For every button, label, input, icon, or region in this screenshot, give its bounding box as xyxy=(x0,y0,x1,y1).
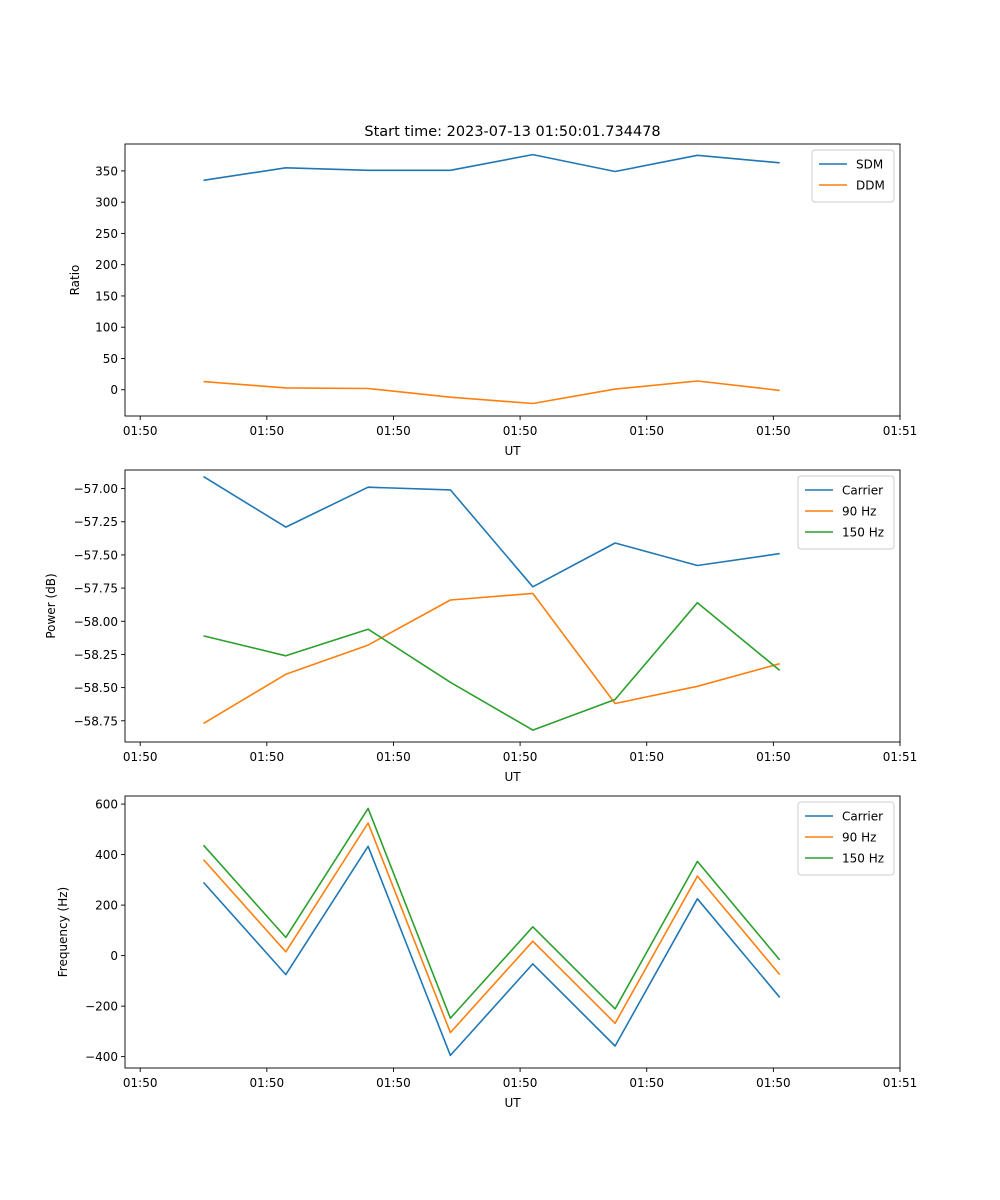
x-tick-label: 01:50 xyxy=(376,750,411,764)
y-tick-label: 50 xyxy=(103,352,118,366)
series-lines xyxy=(203,153,780,405)
ratio-panel: 01:50 01:50 01:50 01:50 01:50 01:50 01:51 0 50 10… xyxy=(68,143,917,458)
y-axis-label: Ratio xyxy=(68,265,82,296)
x-tick-label: 01:51 xyxy=(883,1076,918,1090)
y-tick-label: −57.50 xyxy=(74,548,118,562)
y-axis-ticks: 0 50 100 150 200 250 300 350 xyxy=(95,164,125,397)
x-tick-label: 01:50 xyxy=(756,1076,791,1090)
y-tick-label: −57.00 xyxy=(74,482,118,496)
y-tick-label: 100 xyxy=(95,321,118,335)
y-tick-label: 250 xyxy=(95,227,118,241)
figure-title: Start time: 2023-07-13 01:50:01.734478 xyxy=(364,124,660,140)
legend: SDM DDM xyxy=(811,149,895,203)
x-axis-label: UT xyxy=(504,444,521,458)
x-tick-label: 01:50 xyxy=(123,1076,158,1090)
x-tick-label: 01:50 xyxy=(250,1076,285,1090)
y-tick-label: −57.25 xyxy=(74,515,118,529)
series-line-150-hz xyxy=(203,601,781,731)
x-tick-label: 01:50 xyxy=(503,1076,538,1090)
series-line-90-hz xyxy=(202,822,781,1034)
x-tick-label: 01:50 xyxy=(376,1076,411,1090)
legend-label: SDM xyxy=(856,158,883,172)
series-lines xyxy=(203,475,781,731)
legend-box xyxy=(797,801,895,876)
y-tick-label: −58.75 xyxy=(74,714,118,728)
x-tick-label: 01:50 xyxy=(250,750,285,764)
legend-label: 150 Hz xyxy=(842,852,884,866)
x-tick-label: 01:50 xyxy=(629,750,664,764)
series-line-carrier xyxy=(203,475,780,588)
y-tick-label: 0 xyxy=(110,949,118,963)
legend: Carrier 90 Hz 150 Hz xyxy=(797,475,895,550)
y-axis-label: Frequency (Hz) xyxy=(56,887,70,978)
legend-label: 90 Hz xyxy=(842,505,876,519)
y-tick-label: −58.00 xyxy=(74,615,118,629)
x-tick-label: 01:51 xyxy=(883,750,918,764)
y-axis-ticks: −400 −200 0 200 400 600 xyxy=(85,798,125,1064)
y-tick-label: 400 xyxy=(95,848,118,862)
y-tick-label: 350 xyxy=(95,164,118,178)
x-axis-ticks: 01:50 01:50 01:50 01:50 01:50 01:50 01:51 xyxy=(123,416,917,438)
x-tick-label: 01:50 xyxy=(629,1076,664,1090)
y-tick-label: 0 xyxy=(110,383,118,397)
legend-label: 150 Hz xyxy=(842,526,884,540)
x-axis-label: UT xyxy=(504,1096,521,1110)
power-panel: 01:50 01:50 01:50 01:50 01:50 01:50 01:51 −58.7… xyxy=(44,469,917,784)
axes-frame xyxy=(124,795,901,1069)
x-tick-label: 01:50 xyxy=(756,424,791,438)
x-axis-ticks: 01:50 01:50 01:50 01:50 01:50 01:50 01:51 xyxy=(123,742,917,764)
series-line-ddm xyxy=(203,380,780,405)
x-axis-ticks: 01:50 01:50 01:50 01:50 01:50 01:50 01:51 xyxy=(123,1068,917,1090)
legend-label: 90 Hz xyxy=(842,831,876,845)
y-tick-label: −400 xyxy=(85,1050,118,1064)
series-line-150-hz xyxy=(202,807,781,1020)
y-tick-label: −58.25 xyxy=(74,648,118,662)
series-lines xyxy=(202,807,781,1057)
x-tick-label: 01:50 xyxy=(123,424,158,438)
series-line-carrier xyxy=(202,845,781,1057)
x-tick-label: 01:50 xyxy=(756,750,791,764)
x-tick-label: 01:50 xyxy=(376,424,411,438)
legend-box xyxy=(811,149,895,203)
series-line-90-hz xyxy=(203,592,780,725)
legend-label: DDM xyxy=(856,179,885,193)
y-tick-label: 300 xyxy=(95,196,118,210)
x-tick-label: 01:50 xyxy=(503,750,538,764)
axes-frame xyxy=(124,143,901,417)
y-tick-label: −58.50 xyxy=(74,681,118,695)
y-tick-label: −200 xyxy=(85,1000,118,1014)
y-tick-label: −57.75 xyxy=(74,582,118,596)
legend: Carrier 90 Hz 150 Hz xyxy=(797,801,895,876)
axes-frame xyxy=(124,469,901,743)
y-tick-label: 150 xyxy=(95,289,118,303)
legend-label: Carrier xyxy=(842,810,883,824)
x-tick-label: 01:50 xyxy=(123,750,158,764)
y-axis-label: Power (dB) xyxy=(44,573,58,638)
frequency-panel: 01:50 01:50 01:50 01:50 01:50 01:50 01:51−400−… xyxy=(56,795,917,1110)
legend-box xyxy=(797,475,895,550)
y-tick-label: 600 xyxy=(95,798,118,812)
y-axis-ticks: −58.75 −58.50 −58.25 −58.00 −57.75 −57.50 −57.… xyxy=(74,482,125,728)
x-tick-label: 01:50 xyxy=(250,424,285,438)
legend-label: Carrier xyxy=(842,484,883,498)
x-tick-label: 01:51 xyxy=(883,424,918,438)
x-tick-label: 01:50 xyxy=(503,424,538,438)
series-line-sdm xyxy=(203,153,780,182)
y-tick-label: 200 xyxy=(95,899,118,913)
x-axis-label: UT xyxy=(504,770,521,784)
y-tick-label: 200 xyxy=(95,258,118,272)
x-tick-label: 01:50 xyxy=(629,424,664,438)
